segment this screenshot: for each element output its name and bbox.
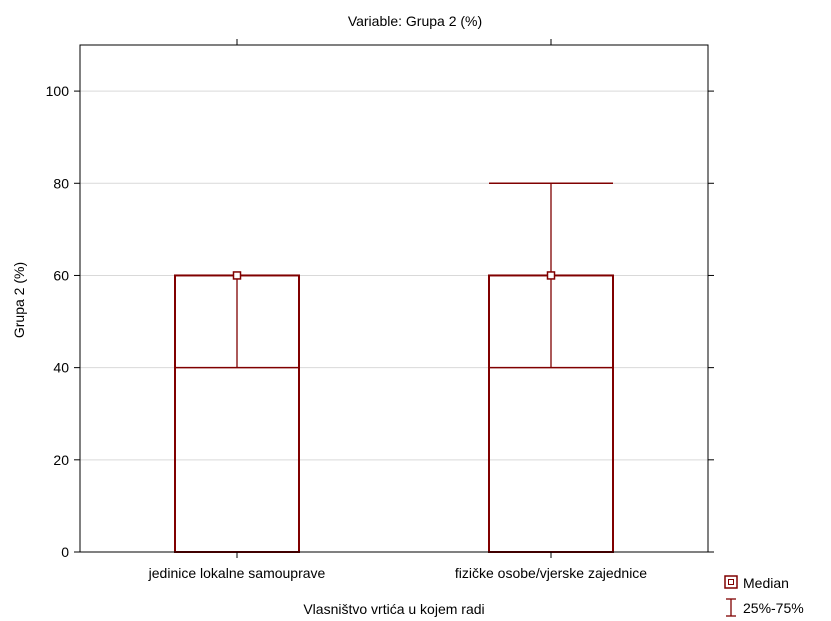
x-tick-label: jedinice lokalne samouprave bbox=[148, 565, 326, 581]
y-tick-label: 0 bbox=[61, 544, 69, 560]
median-marker bbox=[232, 271, 242, 280]
legend-median-icon bbox=[724, 575, 738, 589]
y-axis-ticks: 0 20 40 60 80 100 bbox=[46, 83, 714, 560]
chart-title: Variable: Grupa 2 (%) bbox=[348, 13, 482, 29]
y-tick-label: 20 bbox=[53, 452, 69, 468]
x-axis-label: Vlasništvo vrtića u kojem radi bbox=[303, 601, 484, 617]
legend-range-label: 25%-75% bbox=[743, 600, 804, 616]
legend-median-icon-inner bbox=[728, 579, 734, 585]
box-1 bbox=[174, 271, 300, 553]
median-marker bbox=[546, 271, 556, 280]
y-axis-label: Grupa 2 (%) bbox=[11, 262, 27, 338]
box-2 bbox=[488, 182, 614, 553]
x-tick-label: fizičke osobe/vjerske zajednice bbox=[455, 565, 647, 581]
x-axis-ticks: jedinice lokalne samouprave fizičke osobe… bbox=[148, 39, 647, 581]
legend: Median 25%-75% bbox=[724, 575, 804, 617]
y-tick-label: 80 bbox=[53, 175, 69, 191]
plot-frame bbox=[79, 44, 709, 553]
y-tick-label: 100 bbox=[46, 83, 70, 99]
y-tick-label: 60 bbox=[53, 267, 69, 283]
y-tick-label: 40 bbox=[53, 360, 69, 376]
legend-median-label: Median bbox=[743, 575, 789, 591]
